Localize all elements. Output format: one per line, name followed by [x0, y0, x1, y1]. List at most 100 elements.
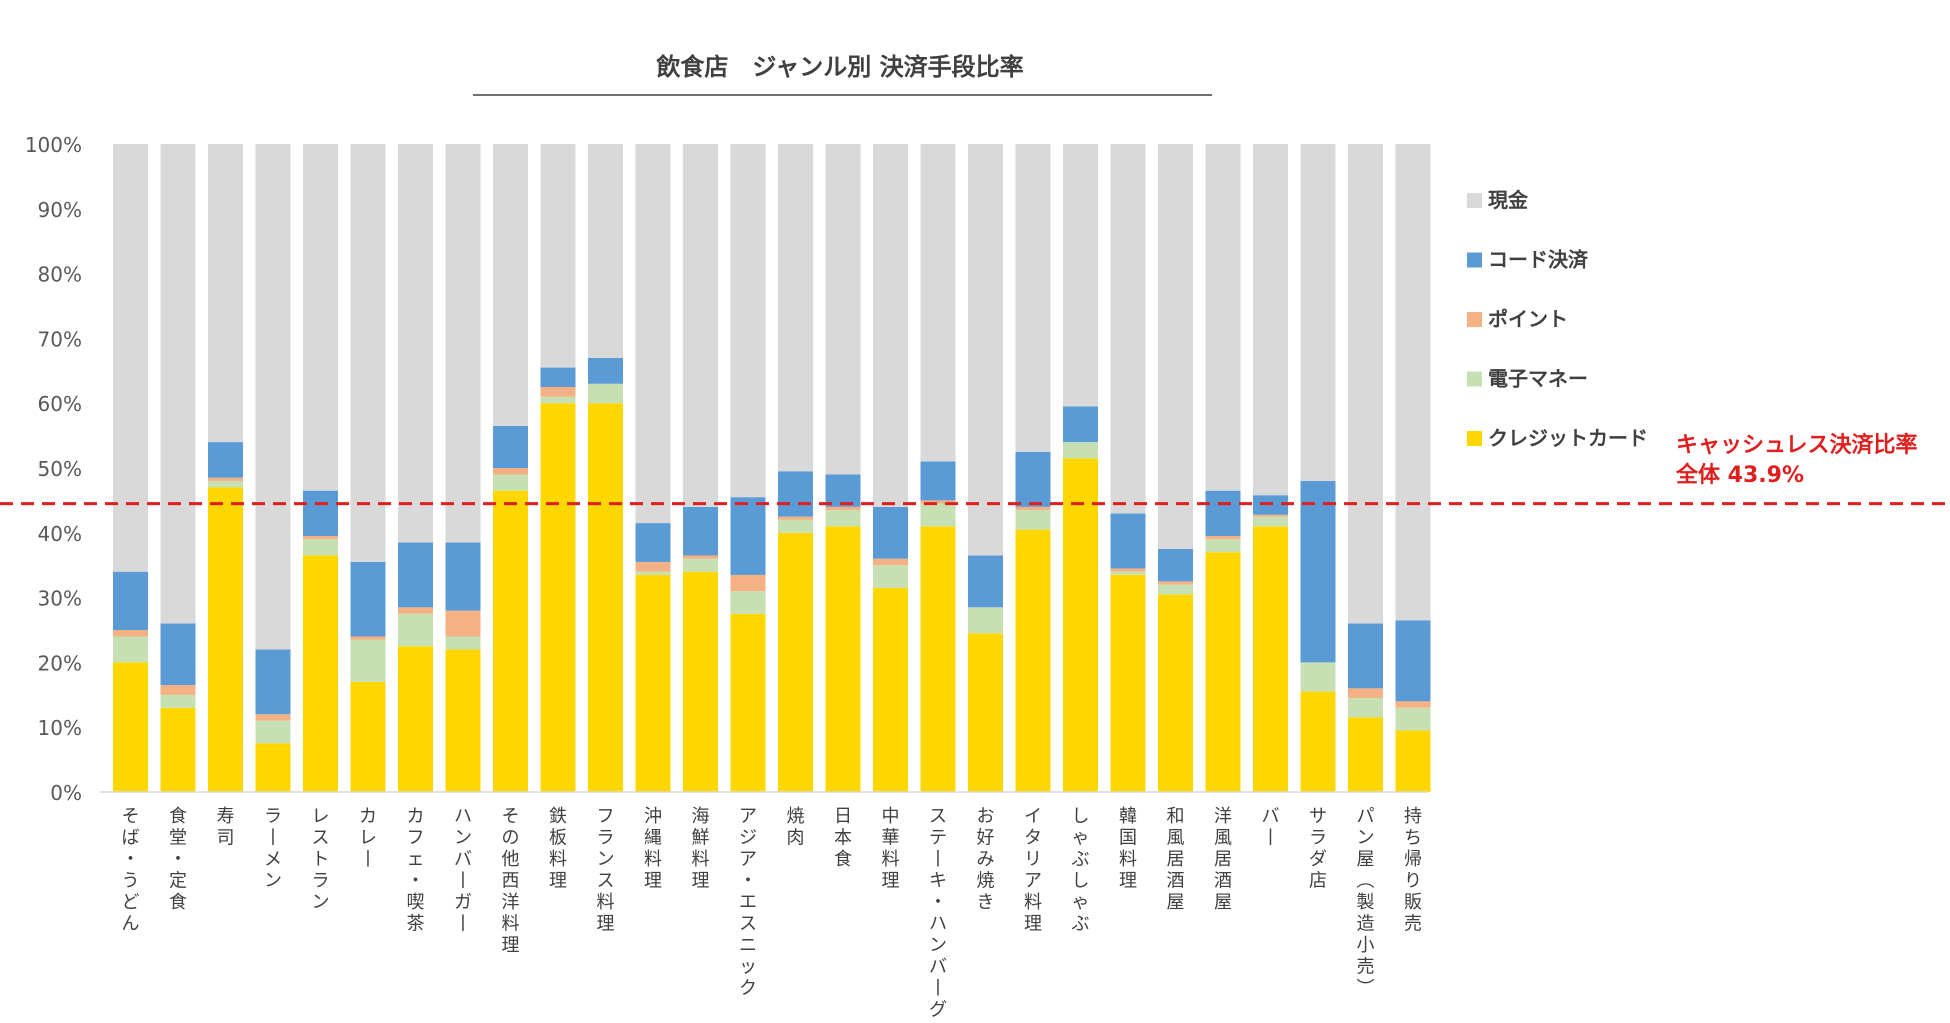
bar-segment: [255, 649, 291, 715]
bar-segment: [825, 506, 861, 511]
bar-segment: [873, 506, 908, 559]
bar-segment: [968, 144, 1003, 556]
bar-segment: [1348, 698, 1383, 718]
bar-segment: [113, 630, 148, 637]
bar-segment: [683, 555, 718, 559]
bar-segment: [1110, 144, 1146, 514]
bar-segment: [1110, 568, 1146, 572]
bar-segment: [398, 542, 433, 608]
bar-segment: [350, 639, 386, 682]
bar-segment: [1253, 516, 1288, 527]
bar-segment: [445, 649, 481, 792]
bar-segment: [778, 144, 813, 472]
y-tick-label: 80%: [38, 263, 82, 287]
bar-segment: [350, 561, 386, 637]
bar-segment: [588, 144, 623, 358]
bar-segment: [445, 542, 481, 611]
bar-segment: [1015, 506, 1051, 511]
bar-segment: [1300, 662, 1336, 692]
bar-segment: [540, 144, 576, 368]
bar-segment: [730, 574, 766, 592]
bar-segment: [493, 425, 528, 468]
bar-segment: [1158, 594, 1193, 792]
bar-segment: [1110, 571, 1146, 575]
bar-segment: [1063, 442, 1098, 459]
bar-segment: [398, 613, 433, 647]
bar-segment: [588, 403, 623, 792]
bar-segment: [1110, 574, 1146, 792]
bar-segment: [398, 144, 433, 543]
bar-segment: [1205, 536, 1241, 540]
bar-segment: [493, 474, 528, 491]
y-tick-label: 60%: [38, 392, 82, 416]
bar-segment: [1158, 144, 1193, 549]
legend-label: クレジットカード: [1488, 426, 1648, 450]
y-tick-label: 10%: [38, 716, 82, 740]
legend-swatch: [1467, 193, 1482, 208]
bar-segment: [398, 646, 433, 792]
x-tick-label: カレ丨: [359, 806, 377, 870]
bar-segment: [1348, 688, 1383, 699]
bar-segment: [730, 591, 766, 614]
x-tick-label: 洋風居酒屋: [1214, 806, 1232, 913]
bar-segment: [825, 510, 861, 527]
y-tick-label: 0%: [50, 781, 82, 805]
bar-segment: [778, 471, 813, 517]
bar-segment: [160, 623, 196, 686]
bar-segment: [1348, 144, 1383, 624]
bar-segment: [493, 468, 528, 475]
bar-segment: [635, 561, 671, 572]
bar-segment: [1158, 581, 1193, 585]
bar-segment: [1395, 144, 1431, 621]
bar-segment: [1300, 144, 1336, 481]
bar-segment: [303, 539, 338, 556]
bar-segment: [1395, 701, 1431, 708]
chart-title: 飲食店 ジャンル別 決済手段比率: [655, 53, 1023, 81]
x-tick-label: サラダ店: [1309, 806, 1327, 892]
bar-segment: [1158, 549, 1193, 582]
bar-segment: [635, 574, 671, 792]
x-tick-label: フランス料理: [597, 806, 615, 935]
bar-segment: [968, 555, 1003, 608]
x-tick-label: しゃぶしゃぶ: [1072, 806, 1090, 935]
bar-segment: [1300, 480, 1336, 663]
bar-segment: [635, 144, 671, 524]
bar-segment: [730, 144, 766, 498]
bar-segment: [1300, 691, 1336, 792]
x-tick-label: 沖縄料理: [644, 806, 662, 892]
bar-segment: [1395, 730, 1431, 792]
bar-segment: [540, 403, 576, 792]
bar-segment: [825, 474, 861, 507]
x-tick-label: そば・うどん: [122, 806, 140, 935]
bar-segment: [540, 387, 576, 397]
bar-segment: [208, 477, 243, 481]
bar-segment: [683, 558, 718, 572]
bar-segment: [1063, 406, 1098, 443]
reference-label-line2: 全体 43.9%: [1675, 462, 1804, 488]
bar-segment: [1110, 513, 1146, 569]
y-tick-label: 70%: [38, 327, 82, 351]
x-tick-label: パン屋︵製造小売︶: [1357, 806, 1375, 999]
bar-segment: [1063, 458, 1098, 792]
y-tick-label: 100%: [25, 133, 82, 157]
bar-segment: [303, 144, 338, 491]
x-tick-label: アジア・エスニック: [739, 806, 757, 999]
x-tick-label: 焼肉: [787, 806, 805, 849]
x-tick-label: 持ち帰り販売: [1404, 806, 1422, 935]
bar-segment: [350, 681, 386, 792]
bar-segment: [683, 571, 718, 792]
bar-segment: [113, 636, 148, 663]
bar-segment: [920, 144, 956, 462]
x-tick-label: ステ丨キ・ハンバ丨グ: [929, 806, 947, 1021]
bar-segment: [303, 555, 338, 792]
x-tick-label: レストラン: [312, 806, 330, 913]
bar-segment: [1015, 529, 1051, 792]
bar-segment: [920, 526, 956, 792]
bar-segment: [445, 610, 481, 637]
x-tick-label: 海鮮料理: [692, 806, 710, 892]
bar-segment: [160, 707, 196, 792]
bar-segment: [1348, 717, 1383, 792]
bar-segment: [540, 396, 576, 404]
